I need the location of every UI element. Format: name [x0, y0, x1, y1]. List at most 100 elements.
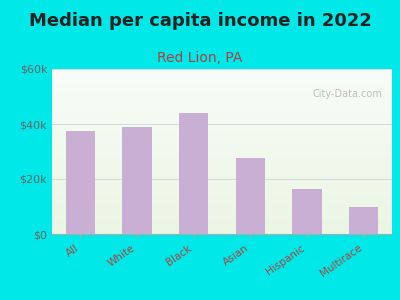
Bar: [52, 190, 392, 191]
Bar: [52, 226, 392, 227]
Bar: [52, 184, 392, 186]
Bar: [52, 130, 392, 132]
Bar: [52, 70, 392, 72]
Bar: [52, 85, 392, 87]
Bar: [292, 189, 322, 234]
Bar: [349, 206, 378, 234]
Bar: [52, 140, 392, 142]
Bar: [52, 178, 392, 179]
Bar: [52, 80, 392, 82]
Bar: [52, 92, 392, 94]
Bar: [52, 229, 392, 231]
Bar: [52, 231, 392, 232]
Bar: [52, 94, 392, 95]
Bar: [52, 132, 392, 133]
Bar: [52, 214, 392, 216]
Bar: [52, 133, 392, 135]
Bar: [52, 227, 392, 229]
Bar: [52, 211, 392, 212]
Bar: [52, 138, 392, 140]
Bar: [52, 204, 392, 206]
Bar: [52, 99, 392, 100]
Bar: [52, 148, 392, 150]
Bar: [52, 115, 392, 117]
Bar: [52, 165, 392, 166]
Bar: [52, 166, 392, 168]
Bar: [52, 191, 392, 193]
Bar: [52, 155, 392, 156]
Bar: [52, 160, 392, 161]
Text: City-Data.com: City-Data.com: [312, 89, 382, 99]
Bar: [52, 173, 392, 175]
Bar: [52, 102, 392, 104]
Bar: [52, 199, 392, 201]
Bar: [52, 158, 392, 160]
Bar: [52, 69, 392, 70]
Bar: [52, 125, 392, 127]
Bar: [52, 223, 392, 224]
Bar: [52, 82, 392, 84]
Bar: [52, 150, 392, 152]
Bar: [52, 113, 392, 115]
Bar: [52, 110, 392, 112]
Bar: [52, 145, 392, 147]
Bar: [52, 203, 392, 204]
Bar: [52, 95, 392, 97]
Bar: [52, 103, 392, 105]
Bar: [52, 136, 392, 138]
Bar: [52, 117, 392, 118]
Bar: [52, 109, 392, 110]
Bar: [52, 112, 392, 113]
Bar: [52, 143, 392, 145]
Text: Median per capita income in 2022: Median per capita income in 2022: [28, 12, 372, 30]
Bar: [52, 153, 392, 155]
Bar: [52, 198, 392, 199]
Bar: [52, 84, 392, 85]
Bar: [52, 120, 392, 122]
Bar: [52, 128, 392, 130]
Bar: [52, 127, 392, 128]
Bar: [52, 87, 392, 89]
Bar: [52, 76, 392, 77]
Bar: [52, 201, 392, 203]
Bar: [52, 216, 392, 218]
Bar: [52, 186, 392, 188]
Bar: [52, 100, 392, 102]
Bar: [52, 142, 392, 143]
Bar: [52, 163, 392, 165]
Bar: [52, 157, 392, 158]
Bar: [52, 179, 392, 181]
Bar: [52, 152, 392, 153]
Bar: [52, 194, 392, 196]
Bar: [52, 79, 392, 80]
Bar: [52, 168, 392, 170]
Bar: [52, 105, 392, 107]
Bar: [52, 170, 392, 171]
Bar: [122, 127, 152, 234]
Bar: [52, 122, 392, 124]
Bar: [52, 206, 392, 208]
Bar: [236, 158, 265, 234]
Bar: [52, 224, 392, 226]
Bar: [52, 196, 392, 198]
Bar: [52, 183, 392, 184]
Bar: [52, 97, 392, 99]
Bar: [52, 74, 392, 76]
Bar: [52, 218, 392, 219]
Bar: [52, 107, 392, 109]
Bar: [52, 124, 392, 125]
Text: Red Lion, PA: Red Lion, PA: [157, 51, 243, 65]
Bar: [52, 193, 392, 194]
Bar: [52, 77, 392, 79]
Bar: [52, 135, 392, 136]
Bar: [52, 212, 392, 214]
Bar: [52, 72, 392, 74]
Bar: [52, 221, 392, 223]
Bar: [52, 89, 392, 90]
Bar: [52, 232, 392, 234]
Bar: [52, 146, 392, 148]
Bar: [52, 175, 392, 176]
Bar: [52, 176, 392, 178]
Bar: [52, 118, 392, 120]
Bar: [179, 113, 208, 234]
